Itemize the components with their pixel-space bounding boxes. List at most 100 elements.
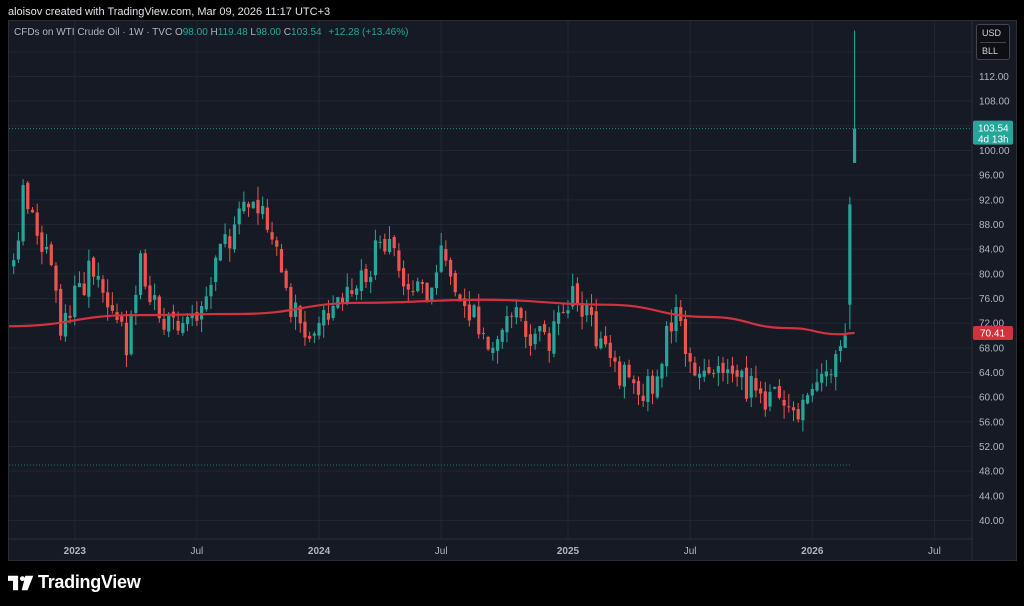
candle-body — [73, 285, 77, 318]
y-tick-label: 40.00 — [979, 516, 1004, 527]
candle-body — [585, 304, 589, 316]
last-price-tag — [973, 120, 1013, 145]
candle — [308, 331, 312, 343]
currency-label[interactable]: USD — [982, 28, 1002, 38]
candle — [472, 303, 476, 319]
x-tick-label: 2024 — [308, 546, 331, 557]
candle-body — [801, 399, 805, 421]
candle-body — [387, 239, 392, 252]
candle-body — [683, 318, 688, 354]
unit-divider — [980, 42, 1006, 43]
candle — [289, 283, 293, 323]
candle — [425, 282, 429, 303]
candle — [726, 358, 730, 385]
candle-body — [40, 232, 44, 252]
unit-label[interactable]: BLL — [982, 46, 999, 56]
candle — [674, 294, 678, 343]
candle-body — [251, 201, 255, 209]
legend-change: +12.28 (+13.46%) — [328, 27, 409, 38]
candle — [63, 304, 67, 342]
candle-body — [650, 375, 655, 394]
y-tick-label: 88.00 — [979, 220, 1004, 231]
candle — [265, 199, 269, 233]
candle — [613, 350, 617, 373]
y-tick-label: 80.00 — [979, 269, 1004, 280]
candle-body — [59, 288, 63, 336]
candle — [322, 305, 326, 338]
candle-body — [580, 302, 584, 317]
candle-body — [702, 370, 706, 377]
tradingview-logo[interactable]: TradingView — [8, 572, 141, 593]
candle-body — [129, 313, 133, 355]
candle-body — [618, 361, 622, 386]
candle — [214, 255, 218, 291]
candle-body — [726, 369, 730, 374]
legend-low-value: 98.00 — [255, 27, 281, 38]
candle — [110, 292, 114, 314]
candle-body — [552, 321, 556, 354]
x-tick-label: Jul — [191, 546, 204, 557]
x-tick-label: Jul — [684, 546, 697, 557]
candle — [538, 325, 542, 342]
candle — [481, 327, 486, 340]
candle-body — [528, 334, 533, 346]
candle-body — [538, 326, 542, 332]
candle-body — [406, 284, 410, 290]
tradingview-logo-text: TradingView — [38, 572, 141, 592]
candle — [547, 327, 551, 363]
candle-body — [589, 307, 594, 315]
candle-body — [815, 382, 819, 391]
candle — [552, 309, 556, 358]
candle-body — [68, 315, 72, 318]
x-tick-label: 2025 — [557, 546, 580, 557]
unit-selector[interactable]: USD BLL — [976, 24, 1010, 60]
candle-body — [298, 306, 302, 324]
candle — [444, 240, 448, 267]
candle-body — [430, 287, 434, 301]
candle — [228, 228, 232, 262]
candle — [157, 294, 161, 323]
candle — [848, 196, 852, 330]
candle — [162, 307, 166, 335]
time-axis[interactable]: 2023 Jul 2024 Jul 2025 Jul 2026 Jul — [64, 546, 941, 557]
candle — [627, 359, 631, 379]
candle-body — [411, 291, 415, 293]
candle — [660, 362, 664, 388]
candle-body — [561, 311, 565, 313]
candle-body — [838, 346, 843, 352]
candle-body — [759, 388, 763, 394]
candle — [749, 368, 753, 408]
candle — [603, 326, 608, 348]
price-axis[interactable]: 40.00 44.00 48.00 52.00 56.00 60.00 64.00 68.00… — [979, 47, 1010, 527]
candle — [364, 263, 368, 288]
price-chart[interactable]: 40.00 44.00 48.00 52.00 56.00 60.00 64.00 68.00… — [9, 21, 1016, 560]
candle — [275, 236, 279, 256]
candle-body — [185, 316, 190, 325]
candle-body — [646, 376, 650, 402]
candle — [209, 276, 213, 309]
candle-body — [279, 249, 284, 273]
candle-body — [514, 307, 518, 318]
candle-body — [312, 333, 316, 336]
candle-body — [308, 335, 312, 339]
candle — [453, 270, 457, 297]
candle — [632, 375, 636, 394]
y-tick-label: 92.00 — [979, 195, 1004, 206]
chart-credit: aloisov created with TradingView.com, Ma… — [8, 6, 331, 18]
candle — [683, 310, 688, 367]
candle-body — [603, 335, 608, 345]
candle-body — [491, 347, 495, 354]
candle — [120, 311, 124, 327]
y-tick-label: 44.00 — [979, 491, 1004, 502]
candle — [594, 299, 598, 349]
candle — [143, 249, 147, 290]
candle — [744, 356, 749, 402]
x-tick-label: 2023 — [64, 546, 87, 557]
y-tick-label: 68.00 — [979, 343, 1004, 354]
candle — [242, 191, 246, 214]
candle-body — [697, 373, 702, 378]
candle-body — [679, 307, 683, 322]
candle-body — [322, 310, 326, 326]
candle-body — [467, 304, 471, 321]
candle-body — [228, 236, 232, 249]
